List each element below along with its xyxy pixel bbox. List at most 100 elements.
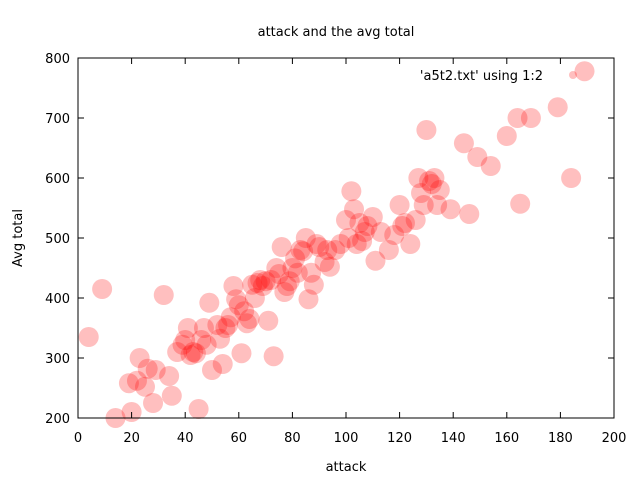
legend-marker [569,71,577,79]
data-point [480,156,501,176]
data-point [220,307,241,328]
y-tick-label: 600 [45,172,70,187]
data-point [212,354,233,374]
y-tick-label: 500 [45,232,70,247]
data-point [78,327,99,347]
data-point [392,216,413,236]
data-point [263,346,284,367]
data-point [199,292,220,313]
data-point [207,315,228,335]
chart-title: attack and the avg total [258,25,415,40]
data-point [303,274,324,295]
data-point [384,225,405,245]
data-point [295,228,316,248]
legend-label: 'a5t2.txt' using 1:2 [420,69,543,84]
data-point [413,195,434,215]
data-point [467,147,488,167]
data-point [252,276,273,296]
data-point [234,301,255,322]
y-tick-label: 200 [45,412,70,427]
data-point [319,256,340,277]
data-point [370,222,391,242]
data-point [250,270,271,290]
data-point [424,168,445,188]
data-point [357,216,378,236]
data-point [416,120,437,140]
data-point [440,199,461,220]
x-tick-label: 120 [387,431,412,446]
data-point [218,315,239,335]
data-point [135,376,155,397]
data-point [301,262,322,283]
data-point [172,334,193,355]
data-point [314,252,335,272]
x-tick-label: 160 [494,431,519,446]
data-point [427,195,448,215]
scatter-points [78,61,595,428]
data-point [510,193,531,214]
x-axis-label: attack [326,460,367,475]
data-point [143,393,164,413]
y-axis-ticks: 200 300 400 500 600 700 800 [45,52,614,427]
data-point [507,108,528,128]
data-point [344,199,365,220]
data-point [223,276,244,296]
data-point [325,240,346,260]
data-point [244,288,265,308]
data-point [338,228,359,248]
data-point [236,313,257,334]
data-point [349,213,370,233]
data-point [255,271,276,292]
data-point [126,370,147,391]
data-point [520,108,541,128]
data-point [405,210,426,230]
data-point [293,241,314,262]
y-axis-label: Avg total [11,209,26,267]
data-point [247,273,268,293]
data-point [274,282,295,302]
data-point [408,168,429,188]
data-point [394,213,415,233]
data-point [228,295,249,316]
data-point [226,289,247,310]
data-point [282,258,303,278]
y-tick-label: 300 [45,352,70,367]
data-point [365,250,386,271]
data-point [188,399,209,419]
data-point [167,342,188,362]
data-point [145,360,166,380]
data-point [378,240,399,260]
data-point [306,234,327,254]
data-point [411,183,432,203]
data-point [92,279,113,299]
data-point [317,240,338,260]
data-point [180,345,201,365]
y-tick-label: 800 [45,52,70,67]
data-point [298,289,319,310]
data-point [266,258,287,278]
data-point [421,174,442,194]
data-point [177,318,198,338]
data-point [429,180,450,200]
data-point [183,342,204,362]
data-point [269,264,289,284]
data-point [362,207,383,227]
data-point [346,234,367,254]
data-point [419,171,440,191]
data-point [118,373,139,394]
legend: 'a5t2.txt' using 1:2 [420,69,577,84]
x-tick-label: 80 [284,431,301,446]
data-point [285,248,306,269]
x-tick-label: 180 [548,431,573,446]
data-point [330,234,351,254]
data-point [159,366,180,386]
x-tick-label: 140 [441,431,466,446]
data-point [574,61,595,82]
data-point [129,348,150,368]
data-point [352,231,373,251]
x-tick-label: 0 [74,431,82,446]
data-point [242,274,263,295]
data-point [459,204,480,224]
data-point [215,318,236,338]
data-point [260,270,281,290]
